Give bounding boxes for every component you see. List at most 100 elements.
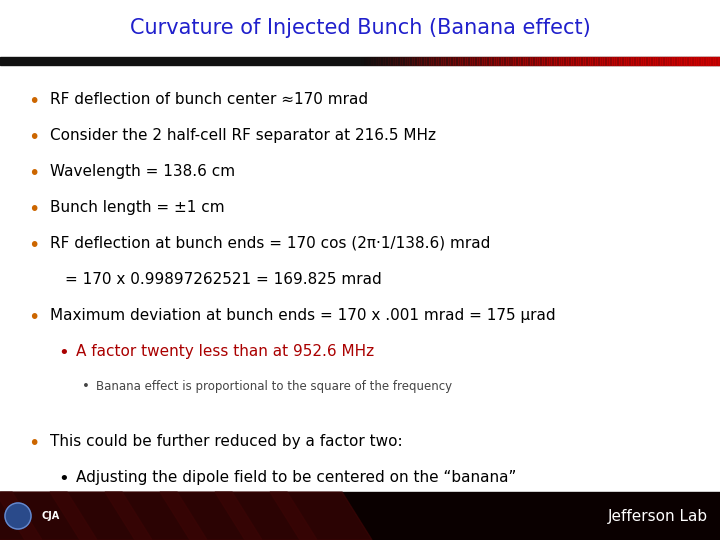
Bar bbox=[477, 57, 480, 65]
Bar bbox=[573, 57, 575, 65]
Bar bbox=[571, 57, 573, 65]
Bar bbox=[652, 57, 655, 65]
Polygon shape bbox=[270, 492, 372, 540]
Bar bbox=[643, 57, 645, 65]
Bar bbox=[387, 57, 390, 65]
Bar bbox=[414, 57, 417, 65]
Text: •: • bbox=[58, 470, 68, 488]
Bar bbox=[482, 57, 484, 65]
Text: •: • bbox=[28, 434, 40, 453]
Bar bbox=[472, 57, 474, 65]
Text: A factor twenty less than at 952.6 MHz: A factor twenty less than at 952.6 MHz bbox=[76, 344, 374, 359]
Bar bbox=[708, 57, 711, 65]
Bar bbox=[701, 57, 703, 65]
Bar bbox=[501, 57, 503, 65]
Bar bbox=[672, 57, 674, 65]
Bar bbox=[378, 57, 380, 65]
Bar bbox=[686, 57, 689, 65]
Text: Wavelength = 138.6 cm: Wavelength = 138.6 cm bbox=[50, 164, 235, 179]
Bar bbox=[0, 492, 720, 540]
Bar bbox=[660, 57, 662, 65]
Bar bbox=[380, 57, 383, 65]
Bar bbox=[455, 57, 457, 65]
Text: RF deflection at bunch ends = 170 cos (2π·1/138.6) mrad: RF deflection at bunch ends = 170 cos (2… bbox=[50, 236, 490, 251]
Bar bbox=[677, 57, 679, 65]
Bar bbox=[419, 57, 421, 65]
Bar bbox=[407, 57, 410, 65]
Bar bbox=[600, 57, 602, 65]
Bar bbox=[585, 57, 588, 65]
Bar bbox=[718, 57, 720, 65]
Bar bbox=[376, 57, 378, 65]
Bar bbox=[546, 57, 549, 65]
Bar bbox=[450, 57, 453, 65]
Polygon shape bbox=[0, 492, 97, 540]
Bar bbox=[366, 57, 369, 65]
Bar bbox=[557, 57, 559, 65]
Bar bbox=[431, 57, 433, 65]
Bar bbox=[689, 57, 691, 65]
Bar bbox=[568, 57, 571, 65]
Bar bbox=[0, 57, 720, 65]
Bar bbox=[510, 57, 513, 65]
Bar bbox=[614, 57, 616, 65]
Bar bbox=[494, 57, 496, 65]
Text: Curvature of Injected Bunch (Banana effect): Curvature of Injected Bunch (Banana effe… bbox=[130, 18, 590, 38]
Bar bbox=[496, 57, 498, 65]
Bar bbox=[641, 57, 643, 65]
Text: Bunch length = ±1 cm: Bunch length = ±1 cm bbox=[50, 200, 225, 215]
Bar bbox=[433, 57, 436, 65]
Bar bbox=[561, 57, 564, 65]
Bar bbox=[715, 57, 718, 65]
Bar bbox=[648, 57, 650, 65]
Text: •: • bbox=[28, 128, 40, 147]
Text: Adjusting the dipole field to be centered on the “banana”: Adjusting the dipole field to be centere… bbox=[76, 470, 516, 485]
Text: •: • bbox=[28, 200, 40, 219]
Bar bbox=[436, 57, 438, 65]
Bar bbox=[508, 57, 510, 65]
Bar bbox=[400, 57, 402, 65]
Bar bbox=[480, 57, 482, 65]
Bar bbox=[590, 57, 593, 65]
Text: Banana effect is proportional to the square of the frequency: Banana effect is proportional to the squ… bbox=[96, 380, 452, 393]
Bar bbox=[624, 57, 626, 65]
Bar bbox=[619, 57, 621, 65]
Bar bbox=[523, 57, 525, 65]
Bar bbox=[412, 57, 414, 65]
Bar bbox=[706, 57, 708, 65]
Text: •: • bbox=[28, 308, 40, 327]
Bar bbox=[636, 57, 638, 65]
Bar bbox=[457, 57, 460, 65]
Text: RF deflection of bunch center ≈170 mrad: RF deflection of bunch center ≈170 mrad bbox=[50, 92, 368, 107]
Bar bbox=[428, 57, 431, 65]
Bar bbox=[657, 57, 660, 65]
Bar bbox=[410, 57, 412, 65]
Bar bbox=[679, 57, 681, 65]
Bar bbox=[544, 57, 546, 65]
Bar bbox=[634, 57, 636, 65]
Text: •: • bbox=[82, 380, 90, 393]
Bar bbox=[361, 57, 364, 65]
Polygon shape bbox=[215, 492, 317, 540]
Bar bbox=[371, 57, 373, 65]
Bar bbox=[446, 57, 448, 65]
Bar bbox=[474, 57, 477, 65]
Bar bbox=[559, 57, 561, 65]
Bar bbox=[645, 57, 648, 65]
Bar bbox=[539, 57, 541, 65]
Text: Jefferson Lab: Jefferson Lab bbox=[608, 509, 708, 523]
Bar bbox=[593, 57, 595, 65]
Circle shape bbox=[5, 503, 31, 529]
Bar bbox=[498, 57, 501, 65]
Bar bbox=[467, 57, 469, 65]
Bar bbox=[424, 57, 426, 65]
Bar bbox=[578, 57, 580, 65]
Text: = 170 x 0.99897262521 = 169.825 mrad: = 170 x 0.99897262521 = 169.825 mrad bbox=[65, 272, 382, 287]
Text: •: • bbox=[58, 344, 68, 362]
Bar bbox=[607, 57, 609, 65]
Bar bbox=[604, 57, 607, 65]
Bar bbox=[405, 57, 407, 65]
Bar bbox=[438, 57, 441, 65]
Bar bbox=[369, 57, 371, 65]
Bar bbox=[703, 57, 706, 65]
